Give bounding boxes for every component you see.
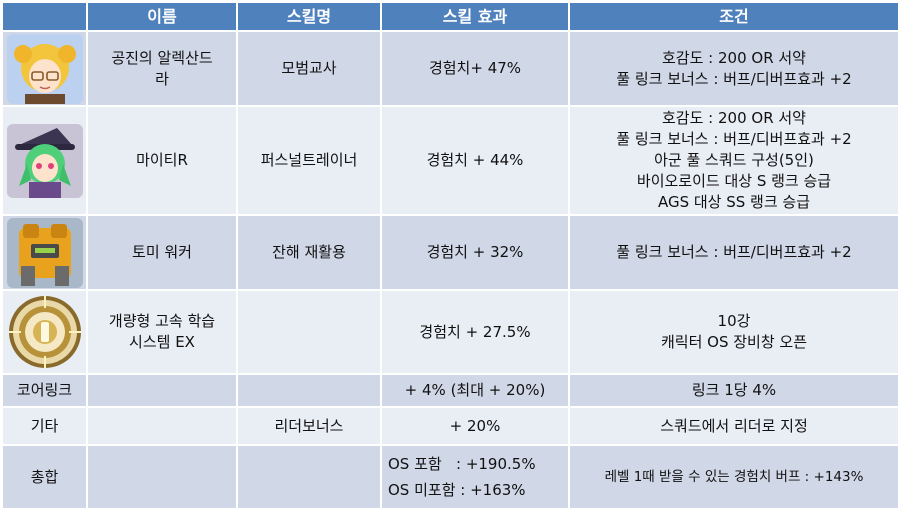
yellow-mech-walker-portrait-icon — [6, 217, 83, 288]
effect-cell: + 20% — [380, 406, 570, 446]
effect-cell: 경험치 + 44% — [380, 105, 570, 216]
golden-chip-emblem-icon — [8, 296, 81, 368]
condition-cell: 10강 캐릭터 OS 장비창 오픈 — [568, 289, 900, 375]
name-cell: 토미 워커 — [86, 214, 238, 291]
condition-cell: 풀 링크 보너스 : 버프/디버프효과 +2 — [568, 214, 900, 291]
skill-cell: 잔해 재활용 — [236, 214, 382, 291]
table-row: 기타 리더보너스 + 20% 스쿼드에서 리더로 지정 — [1, 406, 900, 446]
skill-cell: 모범교사 — [236, 30, 382, 107]
total-without-os: OS 미포함 : +163% — [388, 481, 526, 499]
header-skill: 스킬명 — [236, 1, 382, 32]
icon-cell — [1, 105, 88, 216]
condition-cell: 스쿼드에서 리더로 지정 — [568, 406, 900, 446]
green-hair-witch-portrait-icon — [6, 123, 83, 198]
skill-cell — [236, 444, 382, 510]
skill-cell — [236, 373, 382, 408]
effect-cell: 경험치 + 32% — [380, 214, 570, 291]
condition-cell: 링크 1당 4% — [568, 373, 900, 408]
name-cell — [86, 406, 238, 446]
name-cell — [86, 444, 238, 510]
header-icon — [1, 1, 88, 32]
skill-cell — [236, 289, 382, 375]
total-with-os: OS 포함 : +190.5% — [388, 455, 536, 473]
name-cell: 마이티R — [86, 105, 238, 216]
condition-cell: 호감도 : 200 OR 서약 풀 링크 보너스 : 버프/디버프효과 +2 — [568, 30, 900, 107]
effect-cell: OS 포함 : +190.5% OS 미포함 : +163% — [380, 444, 570, 510]
skill-cell: 리더보너스 — [236, 406, 382, 446]
effect-cell: 경험치 + 27.5% — [380, 289, 570, 375]
condition-cell: 호감도 : 200 OR 서약 풀 링크 보너스 : 버프/디버프효과 +2 아… — [568, 105, 900, 216]
name-cell — [86, 373, 238, 408]
table-row: 마이티R 퍼스널트레이너 경험치 + 44% 호감도 : 200 OR 서약 풀… — [1, 105, 900, 216]
label-cell: 기타 — [1, 406, 88, 446]
header-condition: 조건 — [568, 1, 900, 32]
skill-cell: 퍼스널트레이너 — [236, 105, 382, 216]
header-row: 이름 스킬명 스킬 효과 조건 — [1, 1, 900, 32]
header-effect: 스킬 효과 — [380, 1, 570, 32]
table-row: 토미 워커 잔해 재활용 경험치 + 32% 풀 링크 보너스 : 버프/디버프… — [1, 214, 900, 291]
condition-cell: 레벨 1때 받을 수 있는 경험치 버프 : +143% — [568, 444, 900, 510]
name-cell: 개량형 고속 학습 시스템 EX — [86, 289, 238, 375]
blonde-glasses-girl-portrait-icon — [6, 33, 83, 104]
icon-cell — [1, 214, 88, 291]
table-row: 개량형 고속 학습 시스템 EX 경험치 + 27.5% 10강 캐릭터 OS 장비… — [1, 289, 900, 375]
table-row: 총합 OS 포함 : +190.5% OS 미포함 : +163% 레벨 1때 … — [1, 444, 900, 510]
icon-cell — [1, 289, 88, 375]
name-cell: 공진의 알렉산드 라 — [86, 30, 238, 107]
table-row: 공진의 알렉산드 라 모범교사 경험치+ 47% 호감도 : 200 OR 서약 풀… — [1, 30, 900, 107]
header-name: 이름 — [86, 1, 238, 32]
effect-cell: + 4% (최대 + 20%) — [380, 373, 570, 408]
effect-cell: 경험치+ 47% — [380, 30, 570, 107]
label-cell: 총합 — [1, 444, 88, 510]
table-row: 코어링크 + 4% (최대 + 20%) 링크 1당 4% — [1, 373, 900, 408]
icon-cell — [1, 30, 88, 107]
label-cell: 코어링크 — [1, 373, 88, 408]
